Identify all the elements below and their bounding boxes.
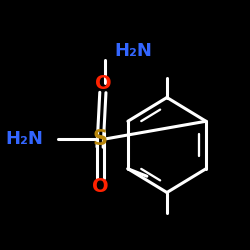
- Text: O: O: [92, 177, 109, 196]
- Text: S: S: [93, 129, 108, 149]
- Text: O: O: [94, 74, 111, 93]
- Text: H₂N: H₂N: [115, 42, 152, 60]
- Text: H₂N: H₂N: [6, 130, 44, 148]
